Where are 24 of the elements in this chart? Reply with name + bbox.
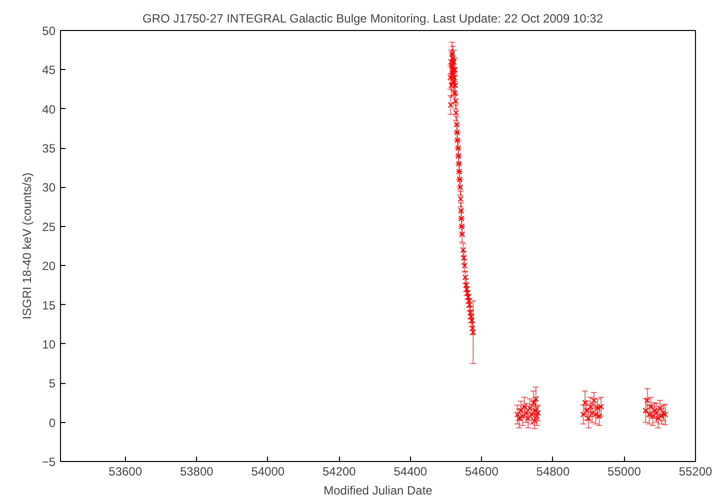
x-tick-label: 53800	[180, 464, 214, 478]
chart-title: GRO J1750-27 INTEGRAL Galactic Bulge Monitoring. Last Update: 22 Oct 2009 10:32	[142, 12, 604, 26]
y-tick-label: 10	[42, 337, 56, 352]
x-tick-label: 54600	[465, 464, 499, 478]
y-tick-label: 30	[42, 180, 56, 195]
y-tick-label: 5	[48, 376, 56, 391]
y-tick-label: 40	[42, 102, 56, 116]
y-tick-label: −5	[42, 455, 56, 469]
x-tick-label: 54200	[322, 464, 356, 478]
y-tick-label: 20	[42, 259, 56, 274]
y-tick-label: 15	[42, 298, 56, 312]
x-axis-title: Modified Julian Date	[324, 484, 433, 498]
y-axis-title: ISGRI 18-40 keV (counts/s)	[20, 172, 34, 320]
y-tick-label: 50	[42, 24, 56, 38]
x-tick-label: 55200	[678, 464, 713, 478]
y-tick-label: 35	[42, 142, 56, 156]
x-tick-label: 53600	[108, 464, 142, 478]
y-tick-label: 0	[48, 416, 56, 430]
x-tick-label: 54000	[251, 464, 285, 478]
y-tick-label: 45	[42, 63, 56, 78]
y-tick-label: 25	[42, 220, 56, 234]
x-tick-label: 54800	[536, 464, 570, 478]
x-tick-label: 54400	[394, 464, 428, 478]
x-tick-label: 55000	[608, 464, 642, 478]
